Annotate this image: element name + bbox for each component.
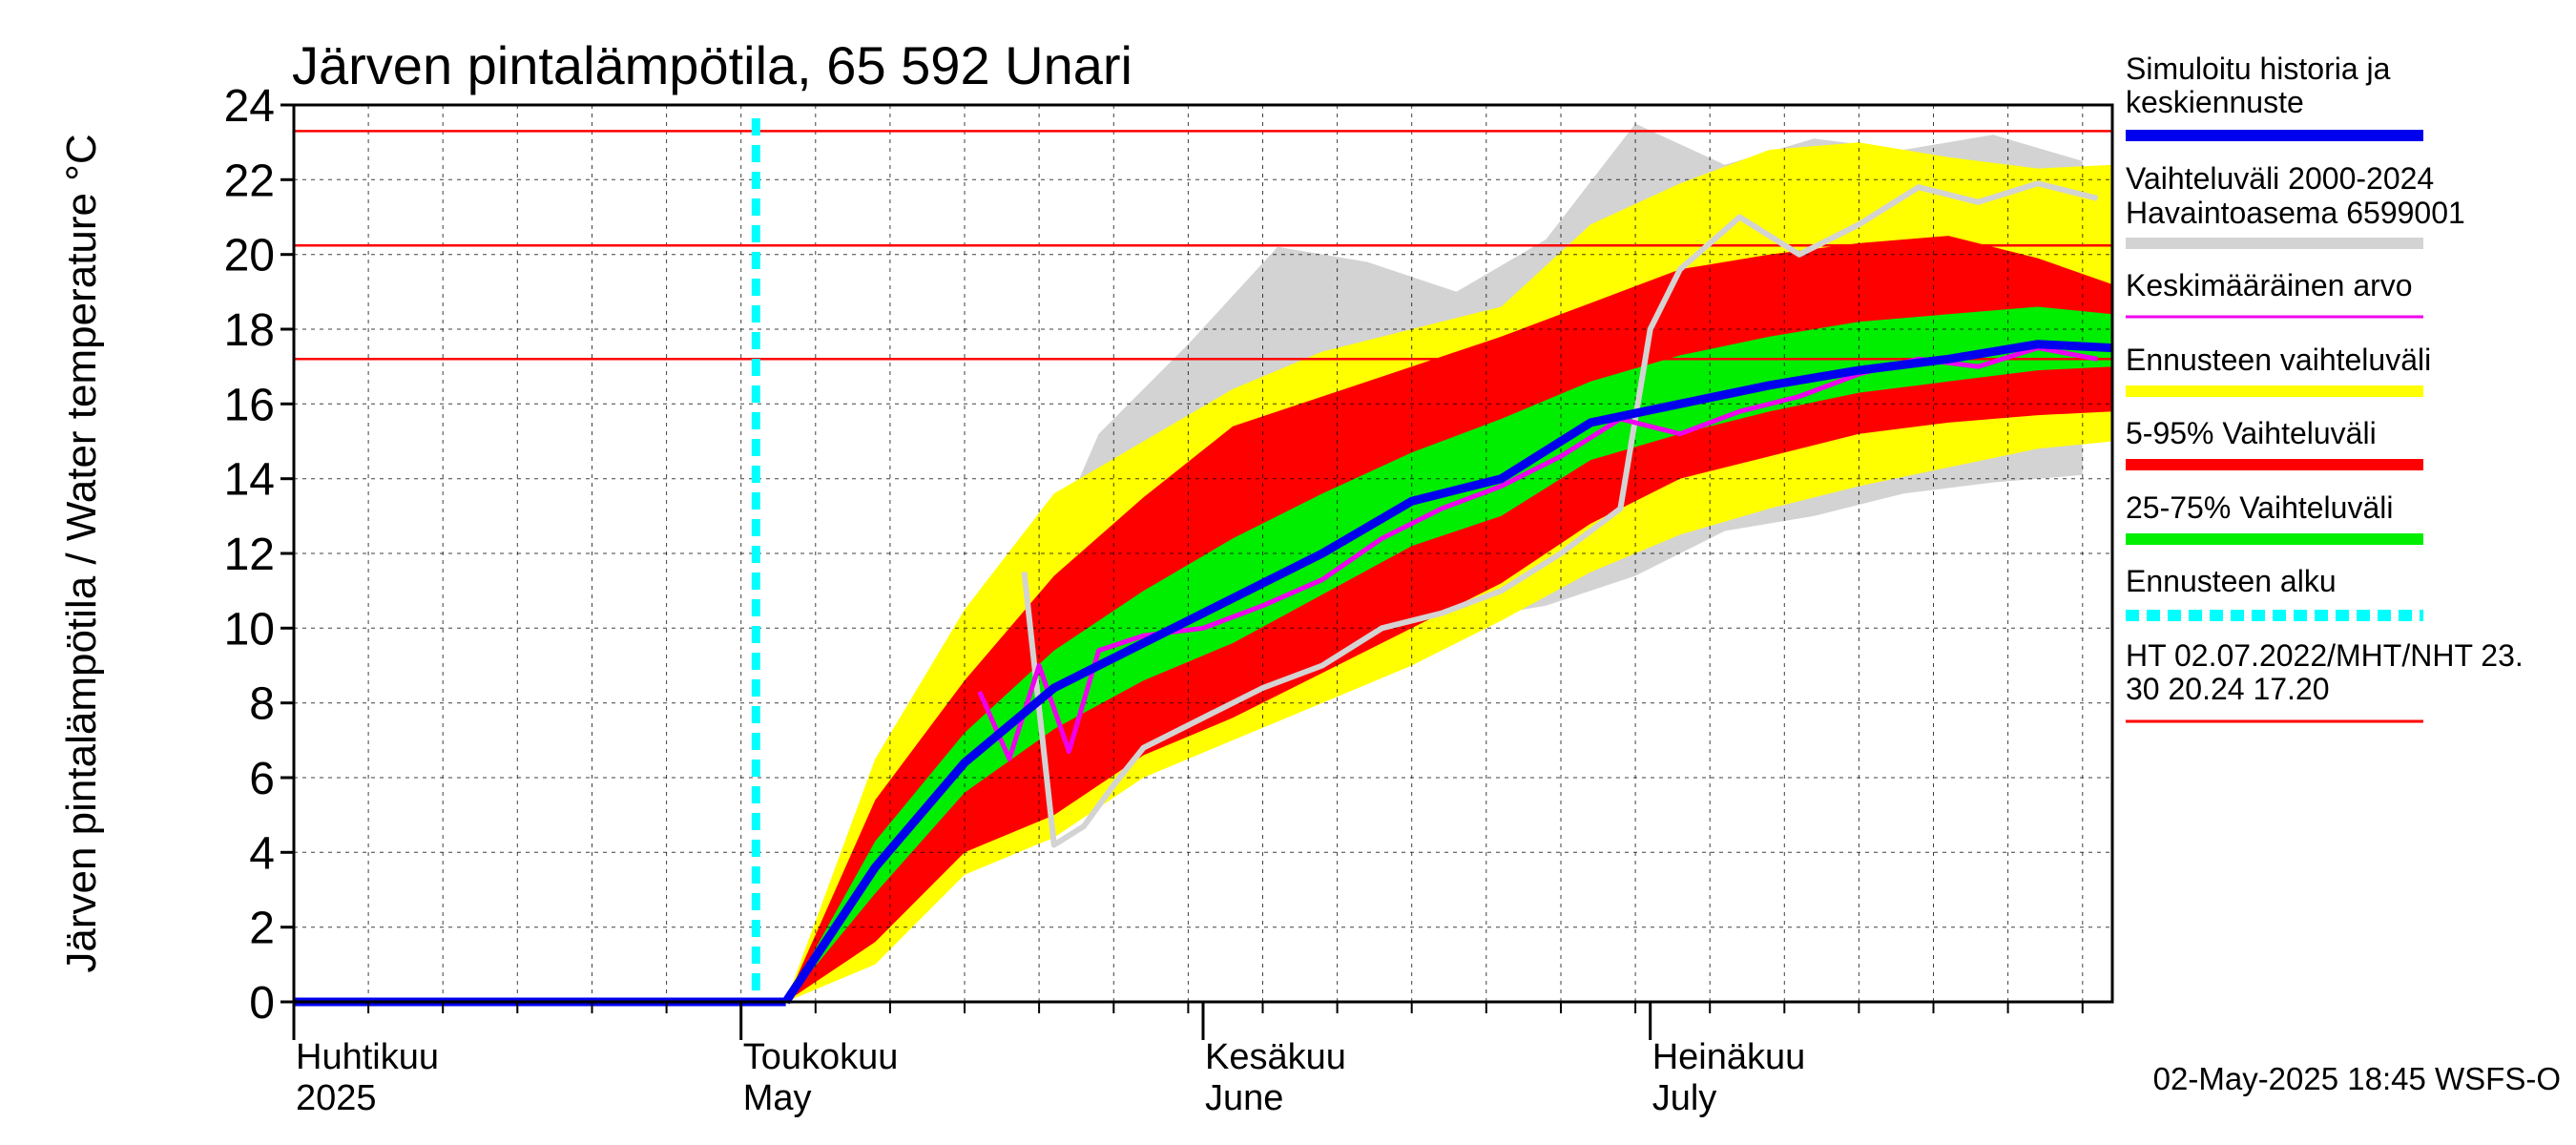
reference-lines — [294, 130, 2112, 361]
forecast-mean-line — [781, 340, 2113, 1005]
legend-label: keskiennuste — [2126, 85, 2304, 119]
y-tick-label: 4 — [249, 828, 275, 879]
legend-label: Vaihteluväli 2000-2024 — [2126, 161, 2434, 196]
legend-label: 25-75% Vaihteluväli — [2126, 490, 2393, 525]
y-tick-label: 8 — [249, 679, 275, 730]
y-tick-label: 6 — [249, 754, 275, 804]
observed-history-line — [1021, 180, 2099, 848]
y-tick-label: 18 — [224, 305, 275, 356]
y-tick-label: 10 — [224, 604, 275, 655]
x-month-label-en: July — [1652, 1078, 1717, 1118]
y-tick-label: 12 — [224, 530, 275, 580]
p25-75-band — [785, 306, 2112, 1002]
grid — [294, 105, 2112, 1002]
legend-label: Keskimääräinen arvo — [2126, 268, 2413, 302]
footer-timestamp: 02-May-2025 18:45 WSFS-O — [2153, 1061, 2561, 1096]
y-tick-label: 16 — [224, 380, 275, 430]
p5-95-band — [785, 236, 2112, 1003]
x-month-label-en: June — [1205, 1078, 1283, 1118]
legend-label: Havaintoasema 6599001 — [2126, 196, 2465, 230]
y-axis-label: Järven pintalämpötila / Water temperatur… — [58, 134, 105, 972]
legend-label: HT 02.07.2022/MHT/NHT 23. — [2126, 638, 2524, 673]
legend-label: Simuloitu historia ja — [2126, 52, 2391, 86]
y-tick-label: 20 — [224, 231, 275, 281]
y-tick-label: 24 — [224, 81, 275, 132]
y-tick-label: 2 — [249, 904, 275, 954]
x-month-label-fi: Heinäkuu — [1652, 1037, 1806, 1077]
range-bands — [785, 123, 2112, 1003]
x-month-label-fi: Kesäkuu — [1205, 1037, 1346, 1077]
x-month-label-en: 2025 — [296, 1078, 377, 1118]
legend-label: 30 20.24 17.20 — [2126, 672, 2330, 706]
x-month-label-fi: Toukokuu — [743, 1037, 899, 1077]
chart-title: Järven pintalämpötila, 65 592 Unari — [292, 35, 1132, 95]
legend-label: Ennusteen alku — [2126, 564, 2337, 598]
legend-label: Ennusteen vaihteluväli — [2126, 343, 2431, 377]
x-month-label-fi: Huhtikuu — [296, 1037, 439, 1077]
y-tick-label: 22 — [224, 156, 275, 206]
y-tick-label: 0 — [249, 978, 275, 1029]
legend-label: 5-95% Vaihteluväli — [2126, 416, 2377, 450]
x-month-label-en: May — [743, 1078, 812, 1118]
y-tick-label: 14 — [224, 455, 275, 506]
